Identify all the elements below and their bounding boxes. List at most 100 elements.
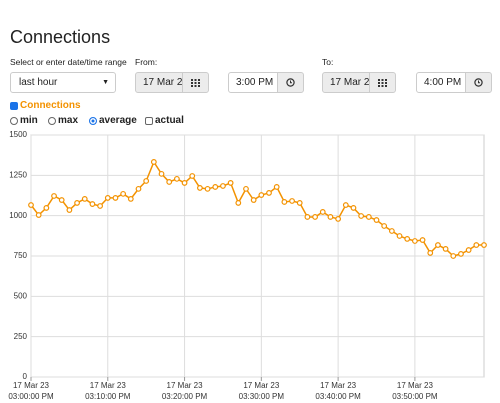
x-tick-label: 03:30:00 PM: [239, 392, 285, 401]
y-tick-label: 1000: [9, 211, 27, 220]
y-tick-label: 1250: [9, 170, 27, 179]
from-label: From:: [135, 57, 158, 67]
y-tick-label: 250: [14, 332, 28, 341]
x-tick-label: 17 Mar 23: [320, 381, 357, 390]
data-point: [404, 235, 411, 242]
mode-label: max: [58, 115, 79, 126]
data-point: [150, 159, 157, 165]
data-point: [112, 195, 119, 201]
data-point: [358, 213, 365, 219]
data-point: [335, 215, 342, 222]
to-clock-button[interactable]: [465, 72, 492, 93]
y-tick-label: 0: [23, 372, 28, 381]
data-point: [104, 195, 111, 201]
data-point: [250, 197, 257, 203]
to-date[interactable]: 17 Mar 2: [322, 72, 370, 93]
data-point: [143, 178, 150, 184]
series-toggle[interactable]: Connections: [10, 100, 81, 111]
x-tick-label: 17 Mar 23: [90, 381, 127, 390]
to-calendar-button[interactable]: [369, 72, 396, 93]
data-point: [458, 251, 464, 257]
data-point: [281, 199, 288, 205]
data-point: [342, 202, 349, 208]
data-point: [450, 253, 457, 259]
y-tick-label: 750: [14, 251, 28, 260]
mode-actual[interactable]: actual: [145, 115, 184, 126]
data-point: [51, 193, 57, 199]
data-point: [66, 207, 73, 213]
to-time[interactable]: 4:00 PM: [416, 72, 466, 93]
clock-icon: [286, 78, 295, 87]
calendar-icon: [191, 78, 200, 87]
chart: 0 250 500 750 1000 1250 1500 17 Mar 23 03:00:00 …: [8, 130, 487, 401]
from-date[interactable]: 17 Mar 2: [135, 72, 183, 93]
range-value: last hour: [19, 77, 58, 88]
data-point: [89, 201, 96, 207]
data-point: [43, 205, 50, 211]
x-tick-label: 03:10:00 PM: [85, 392, 131, 401]
data-point: [120, 190, 127, 197]
from-clock-button[interactable]: [277, 72, 304, 93]
mode-average[interactable]: average: [89, 115, 137, 126]
data-point: [350, 205, 357, 211]
radio: [48, 116, 56, 125]
data-point: [204, 185, 211, 192]
data-point: [135, 185, 142, 192]
data-point: [35, 212, 42, 218]
data-point: [197, 185, 203, 191]
mode-min[interactable]: min: [10, 115, 38, 126]
data-point: [235, 200, 242, 206]
series-toggle-label: Connections: [20, 100, 81, 111]
data-point: [189, 173, 196, 179]
clock-icon: [474, 78, 483, 87]
x-tick-label: 03:40:00 PM: [315, 392, 361, 401]
data-point: [396, 233, 403, 239]
x-tick-label: 03:50:00 PM: [392, 392, 438, 401]
data-point: [166, 179, 173, 185]
page-title: Connections: [10, 27, 111, 47]
data-point: [227, 180, 234, 186]
data-point: [296, 200, 303, 206]
x-tick-label: 03:00:00 PM: [8, 392, 54, 401]
data-point: [319, 209, 326, 215]
mode-max[interactable]: max: [48, 115, 78, 126]
data-point: [74, 200, 80, 206]
data-point: [212, 184, 219, 190]
data-point: [481, 242, 487, 248]
x-tick-label: 17 Mar 23: [13, 381, 50, 390]
data-point: [127, 195, 134, 202]
radio: [10, 116, 18, 125]
checkbox-checked: [10, 101, 18, 110]
radio-checked: [89, 116, 97, 125]
to-label: To:: [322, 57, 334, 67]
data-point: [327, 214, 334, 220]
data-point: [473, 242, 480, 248]
data-point: [373, 217, 380, 223]
data-point: [258, 192, 265, 198]
data-point: [442, 246, 449, 252]
from-calendar-button[interactable]: [182, 72, 209, 93]
data-point: [381, 223, 388, 229]
dropdown-arrow: ▼: [102, 79, 109, 86]
x-tick-label: 03:20:00 PM: [162, 392, 208, 401]
data-point: [181, 180, 188, 186]
data-point: [289, 198, 295, 204]
range-select[interactable]: last hour ▼: [10, 72, 116, 93]
y-tick-label: 1500: [9, 130, 27, 139]
data-point: [266, 190, 272, 196]
from-time[interactable]: 3:00 PM: [228, 72, 278, 93]
data-point: [427, 250, 434, 256]
data-point: [81, 195, 88, 202]
x-tick-label: 17 Mar 23: [243, 381, 280, 390]
range-label: Select or enter date/time range: [10, 57, 127, 67]
data-point: [97, 203, 104, 209]
data-point: [158, 170, 165, 177]
data-point: [273, 184, 280, 190]
mode-label: average: [99, 115, 137, 126]
data-point: [365, 214, 372, 220]
checkbox: [145, 116, 153, 125]
x-tick-label: 17 Mar 23: [397, 381, 434, 390]
data-point: [173, 175, 180, 182]
data-point: [220, 183, 226, 189]
